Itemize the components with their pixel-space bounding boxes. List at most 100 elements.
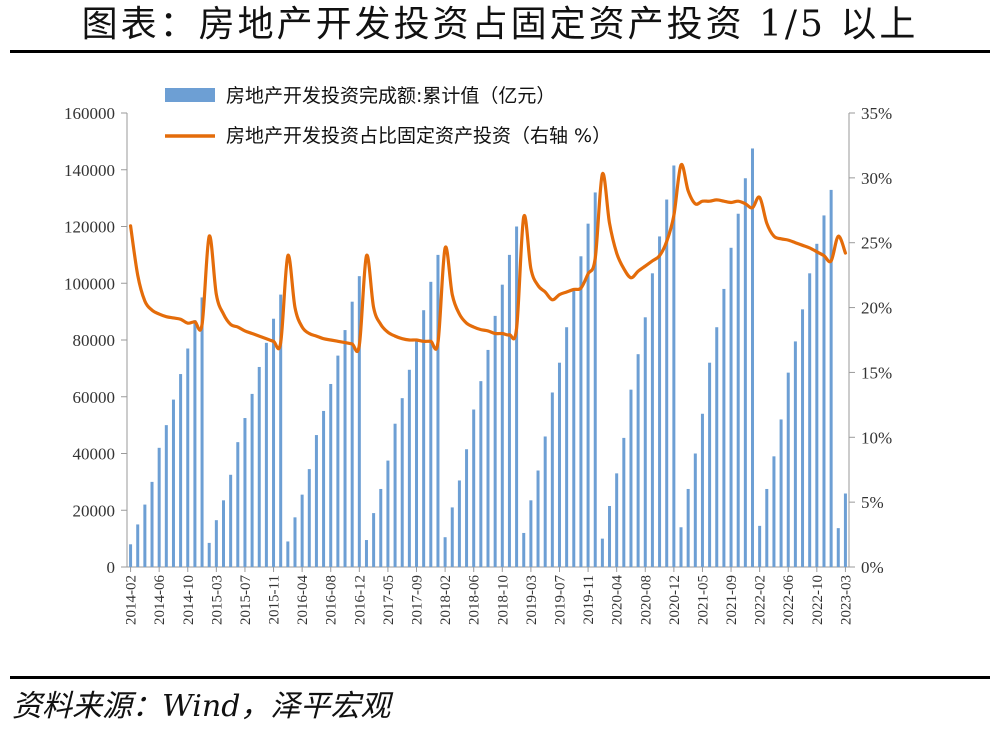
bar-mark — [658, 236, 662, 567]
left-tick-label: 80000 — [73, 331, 116, 350]
bar-mark — [314, 435, 318, 567]
bar-mark — [329, 383, 333, 567]
bar-mark — [486, 349, 490, 567]
bar-mark — [164, 425, 168, 568]
bar-mark — [779, 419, 783, 567]
x-tick-label: 2018-02 — [438, 575, 454, 625]
bar-mark — [222, 500, 225, 567]
right-tick-label: 10% — [861, 428, 892, 447]
bar-mark — [801, 309, 805, 567]
bar-mark — [715, 327, 719, 567]
legend-line-label: 房地产开发投资占比固定资产投资（右轴 %） — [226, 125, 611, 147]
bar-mark — [679, 527, 683, 567]
chart-canvas: 0 20000 40000 60000 80000 100000 120000 140000 1… — [64, 85, 892, 625]
bar-mark — [393, 423, 397, 567]
bar-mark — [722, 288, 726, 567]
bar-mark — [758, 525, 762, 567]
bar-mark — [672, 165, 676, 568]
bar-mark — [472, 409, 476, 567]
line-series — [128, 162, 848, 353]
x-tick-label: 2019-07 — [552, 575, 568, 625]
x-tick-label: 2020-12 — [667, 575, 683, 625]
bar-mark — [772, 456, 776, 567]
bar-mark — [822, 215, 826, 567]
bar-mark — [565, 327, 569, 567]
legend-bar-label: 房地产开发投资完成额:累计值（亿元） — [226, 85, 555, 107]
bar-mark — [629, 389, 633, 567]
x-tick-label: 2022-06 — [781, 575, 797, 625]
x-tick-label: 2018-06 — [467, 575, 483, 625]
bar-mark — [836, 528, 840, 567]
source-note: 资料来源：Wind，泽平宏观 — [12, 689, 391, 724]
bar-mark — [743, 178, 747, 567]
right-tick-label: 30% — [861, 169, 892, 188]
legend: 房地产开发投资完成额:累计值（亿元） 房地产开发投资占比固定资产投资（右轴 %） — [165, 85, 611, 147]
bar-mark — [765, 488, 769, 567]
bar-mark — [171, 399, 175, 567]
x-tick-label: 2022-02 — [753, 575, 769, 625]
bar-mark — [272, 318, 276, 567]
x-tick-label: 2014-10 — [181, 575, 197, 625]
x-tick-label: 2018-10 — [495, 575, 511, 625]
bar-mark — [343, 330, 347, 567]
bar-mark — [579, 256, 583, 567]
right-tick-label: 0% — [861, 558, 884, 577]
bar-mark — [336, 355, 340, 567]
bar-mark — [515, 226, 519, 567]
bar-mark — [557, 362, 561, 567]
bar-mark — [357, 276, 361, 567]
bar-mark — [593, 192, 597, 567]
bar-series — [129, 148, 847, 568]
share-line — [128, 162, 848, 353]
bar-mark — [636, 354, 640, 567]
bar-mark — [615, 473, 619, 567]
bar-mark — [708, 362, 712, 567]
bar-mark — [350, 301, 354, 567]
bar-mark — [443, 537, 447, 567]
left-tick-label: 0 — [107, 558, 116, 577]
right-tick-label: 35% — [861, 104, 892, 123]
bar-mark — [843, 493, 847, 567]
bar-mark — [529, 500, 533, 567]
left-tick-label: 120000 — [64, 218, 115, 237]
bar-mark — [600, 538, 604, 568]
bar-mark — [522, 532, 526, 567]
bar-mark — [286, 541, 290, 567]
x-tick-label: 2016-08 — [324, 575, 340, 625]
right-tick-label: 15% — [861, 363, 892, 382]
bar-mark — [543, 436, 547, 567]
bar-mark — [207, 542, 211, 567]
x-tick-label: 2020-08 — [638, 575, 654, 625]
x-tick-label: 2019-11 — [581, 575, 597, 624]
bar-mark — [693, 453, 697, 567]
bar-mark — [157, 447, 161, 567]
bar-mark — [422, 310, 426, 567]
bar-mark — [572, 288, 576, 567]
bar-mark — [786, 372, 790, 567]
bar-mark — [479, 381, 483, 567]
chart-title: 图表：房地产开发投资占固定资产投资 1/5 以上 — [81, 4, 919, 45]
bar-mark — [465, 449, 469, 567]
bar-mark — [608, 505, 612, 567]
x-tick-label: 2020-04 — [610, 575, 626, 625]
bar-mark — [400, 398, 404, 567]
bar-mark — [808, 273, 812, 567]
bar-mark — [386, 460, 390, 567]
left-tick-label: 60000 — [73, 388, 116, 407]
x-tick-label: 2015-07 — [238, 575, 254, 625]
bar-mark — [407, 369, 411, 567]
bar-mark — [322, 410, 326, 567]
x-tick-label: 2016-12 — [352, 575, 368, 625]
bar-mark — [586, 223, 590, 567]
x-tick-label: 2019-03 — [524, 575, 540, 625]
right-tick-label: 20% — [861, 299, 892, 318]
legend-bar-swatch — [165, 88, 215, 102]
bar-mark — [450, 507, 454, 567]
bar-mark — [136, 524, 140, 567]
bar-mark — [250, 393, 254, 567]
bar-mark — [379, 488, 383, 567]
bar-mark — [364, 540, 368, 567]
bar-mark — [179, 374, 183, 567]
left-tick-label: 100000 — [64, 274, 115, 293]
x-tick-label: 2014-02 — [124, 575, 140, 625]
